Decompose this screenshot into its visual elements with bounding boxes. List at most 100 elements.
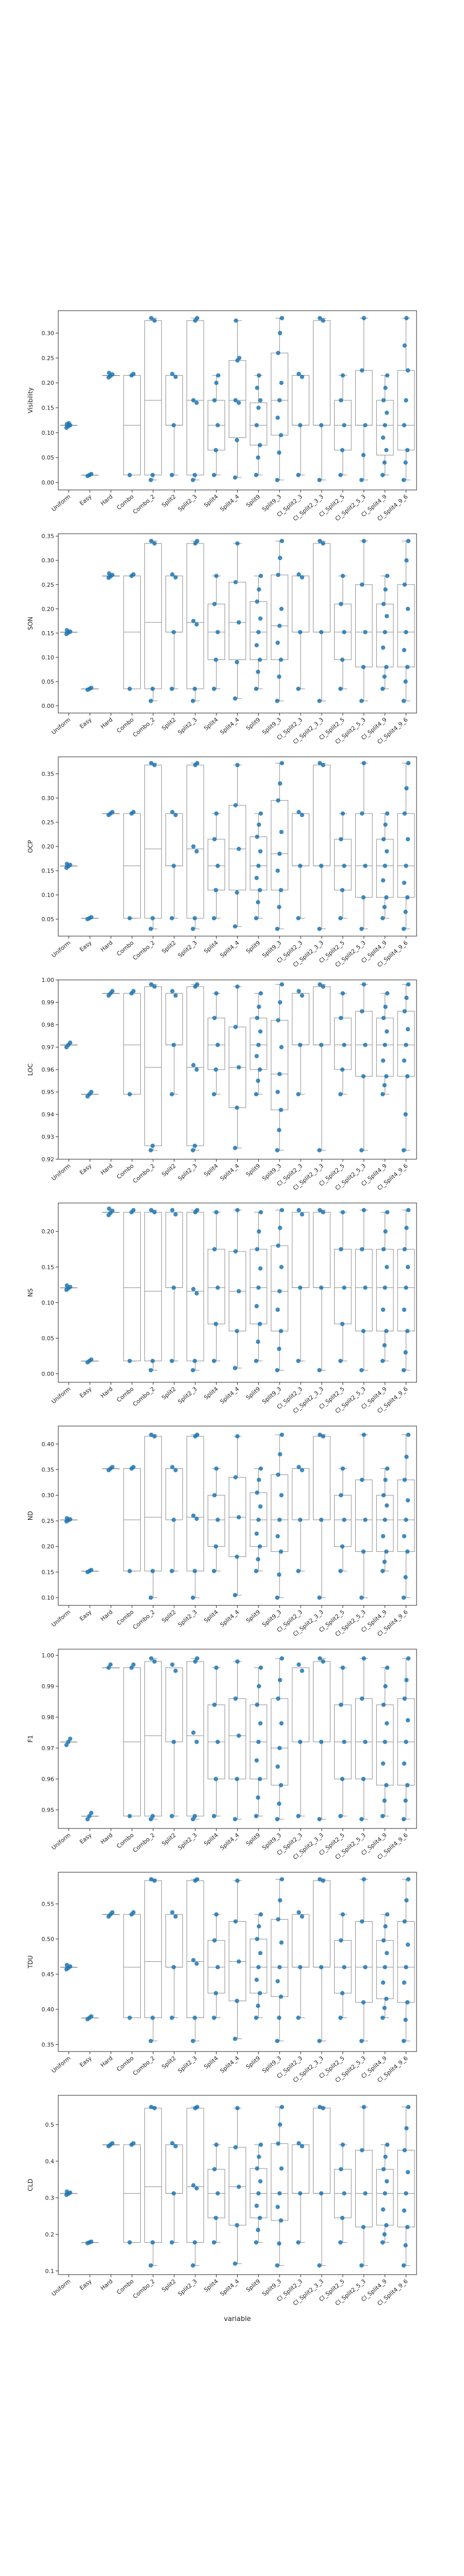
- data-point: [255, 834, 259, 839]
- data-point: [363, 423, 368, 428]
- data-point: [256, 669, 260, 674]
- data-point: [405, 2000, 410, 2005]
- data-point: [256, 1042, 261, 1047]
- y-tick-label: 0.94: [42, 1111, 55, 1118]
- box-cl_split2_3_3: [313, 316, 330, 482]
- box-iqr: [376, 839, 394, 898]
- box-uniform: [60, 861, 78, 870]
- y-tick-label: 0.15: [42, 405, 55, 412]
- data-point: [237, 355, 242, 361]
- data-point: [279, 982, 284, 987]
- data-point: [404, 1285, 408, 1290]
- data-point: [148, 1148, 153, 1153]
- data-point: [363, 1517, 368, 1522]
- data-point: [275, 1148, 279, 1153]
- box-easy: [81, 1568, 99, 1574]
- data-point: [277, 1128, 281, 1132]
- data-point: [235, 1329, 239, 1333]
- data-point: [194, 1067, 199, 1072]
- data-point: [318, 1656, 322, 1661]
- data-point: [258, 1721, 263, 1726]
- data-point: [110, 2141, 115, 2146]
- data-point: [404, 2126, 409, 2131]
- data-point: [89, 1810, 94, 1816]
- data-point: [361, 2105, 366, 2109]
- data-point: [296, 686, 301, 691]
- data-point: [233, 398, 238, 403]
- data-point: [150, 1814, 155, 1819]
- data-point: [403, 2018, 408, 2022]
- data-point: [258, 1466, 263, 1471]
- data-point: [338, 916, 343, 921]
- data-point: [194, 622, 199, 627]
- data-point: [359, 1009, 364, 1014]
- data-point: [127, 686, 132, 691]
- box-cl_split2_3_3: [313, 982, 330, 1153]
- data-point: [277, 1226, 283, 1230]
- data-point: [235, 1998, 239, 2003]
- data-point: [321, 541, 325, 546]
- data-point: [191, 1595, 195, 1600]
- box-iqr: [376, 1018, 394, 1077]
- box-cl_split2_5_3: [355, 1208, 373, 1372]
- data-point: [385, 1210, 390, 1215]
- data-point: [385, 373, 390, 378]
- data-point: [383, 1005, 388, 1009]
- y-tick-label: 0.25: [42, 355, 55, 362]
- box-easy: [81, 1810, 99, 1822]
- data-point: [257, 1991, 262, 1995]
- data-point: [173, 993, 178, 998]
- data-point: [277, 1000, 283, 1005]
- data-point: [321, 1878, 325, 1883]
- data-point: [401, 2263, 406, 2268]
- data-point: [152, 1434, 157, 1439]
- data-point: [383, 1229, 388, 1234]
- data-point: [213, 1321, 218, 1326]
- data-point: [254, 1758, 259, 1763]
- box-cl_split2_3: [292, 1208, 310, 1363]
- data-point: [254, 2015, 259, 2020]
- y-tick-label: 0.96: [42, 1066, 55, 1073]
- data-point: [233, 1817, 238, 1822]
- data-point: [194, 400, 199, 405]
- box-split2_3: [186, 2105, 204, 2268]
- data-point: [277, 2241, 281, 2246]
- data-point: [300, 1914, 305, 1919]
- data-point: [403, 1350, 408, 1355]
- data-point: [384, 2223, 389, 2228]
- data-point: [338, 1569, 343, 1573]
- box-cl_split4_9_6: [397, 538, 415, 703]
- data-point: [319, 2191, 324, 2196]
- y-tick-label: 0.35: [42, 2041, 55, 2048]
- data-point: [68, 1736, 73, 1741]
- data-point: [173, 1914, 178, 1919]
- box-combo: [123, 810, 141, 921]
- box-split9: [250, 1466, 268, 1573]
- data-point: [258, 811, 263, 816]
- box-split4_4: [228, 1208, 246, 1370]
- data-point: [383, 1739, 387, 1744]
- y-tick-label: 0.50: [42, 1936, 55, 1943]
- box-easy: [81, 2239, 99, 2246]
- box-easy: [81, 685, 99, 692]
- data-point: [131, 989, 136, 993]
- data-point: [191, 478, 195, 482]
- box-cl_split4_9_6: [397, 761, 415, 931]
- box-split9_3: [271, 982, 289, 1153]
- data-point: [279, 1940, 284, 1945]
- y-tick-label: 0.55: [42, 1901, 55, 1907]
- data-point: [275, 1817, 279, 1822]
- box-split9: [250, 373, 268, 478]
- data-point: [149, 1432, 154, 1437]
- box-iqr: [165, 1468, 183, 1520]
- data-point: [131, 1465, 136, 1469]
- data-point: [406, 1656, 411, 1661]
- data-point: [191, 1958, 196, 1962]
- data-point: [383, 1478, 388, 1482]
- data-point: [340, 1991, 345, 1995]
- box-split4: [207, 1665, 225, 1819]
- data-point: [359, 1148, 364, 1153]
- data-point: [237, 1065, 241, 1070]
- y-tick-label: 0.10: [42, 1299, 55, 1306]
- data-point: [194, 1961, 199, 1966]
